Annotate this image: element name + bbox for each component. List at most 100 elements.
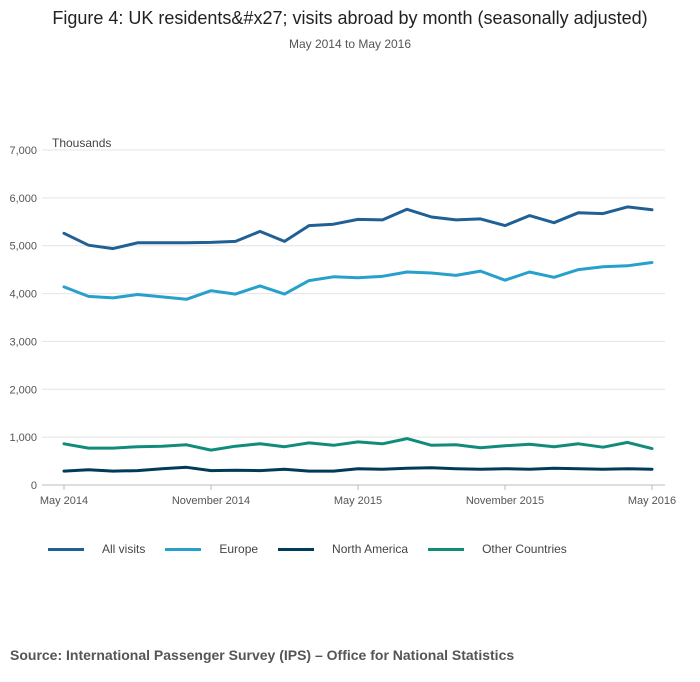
data-point (602, 212, 605, 215)
chart-subtitle: May 2014 to May 2016 (288, 37, 412, 51)
data-point (577, 268, 580, 271)
series-other-countries (62, 437, 654, 452)
data-point (528, 443, 531, 446)
data-point (87, 244, 90, 247)
data-point (63, 470, 66, 473)
data-point (112, 447, 115, 450)
data-point (553, 445, 556, 448)
data-point (283, 468, 286, 471)
legend-item-all-visits[interactable]: All visits (48, 542, 145, 556)
data-point (626, 205, 629, 208)
data-point (332, 470, 335, 473)
data-point (210, 241, 213, 244)
source-note: Source: International Passenger Survey (… (10, 647, 515, 663)
data-point (602, 446, 605, 449)
data-point (136, 293, 139, 296)
data-point (381, 468, 384, 471)
data-point (651, 468, 654, 471)
y-tick-labels: 0 1,000 2,000 3,000 4,000 5,000 6,000 7,000 (9, 145, 37, 492)
data-point (161, 467, 164, 470)
series-all-visits (62, 205, 654, 251)
data-point (381, 275, 384, 278)
data-point (112, 247, 115, 250)
data-point (234, 445, 237, 448)
data-point (136, 445, 139, 448)
data-point (577, 442, 580, 445)
data-point (63, 232, 66, 235)
data-point (577, 211, 580, 214)
y-tick-label: 3,000 (9, 336, 37, 348)
data-point (430, 271, 433, 274)
data-point (63, 442, 66, 445)
data-point (381, 442, 384, 445)
data-point (651, 447, 654, 450)
data-point (259, 469, 262, 472)
y-gridlines (42, 149, 665, 486)
data-point (234, 469, 237, 472)
data-point (406, 208, 409, 211)
data-point (112, 470, 115, 473)
legend-label: All visits (102, 542, 146, 556)
legend-item-other-countries[interactable]: Other Countries (428, 542, 567, 556)
legend-swatch (428, 547, 465, 551)
y-tick-label: 6,000 (9, 193, 37, 205)
x-tick-label: May 2014 (40, 495, 88, 507)
x-tick-label: May 2016 (628, 495, 676, 507)
data-point (357, 440, 360, 443)
legend-swatch (278, 547, 315, 551)
data-point (651, 261, 654, 264)
data-point (455, 274, 458, 277)
series-line-all-visits (62, 205, 654, 251)
data-point (210, 469, 213, 472)
data-point (381, 218, 384, 221)
data-point (185, 241, 188, 244)
data-point (87, 447, 90, 450)
data-point (479, 446, 482, 449)
data-point (308, 224, 311, 227)
legend-swatch (48, 547, 84, 551)
data-point (577, 467, 580, 470)
data-point (332, 444, 335, 447)
data-point (161, 241, 164, 244)
data-point (161, 295, 164, 298)
series-line-north-america (62, 465, 654, 473)
legend-label: Europe (219, 542, 259, 556)
x-tick-label: November 2014 (172, 495, 250, 507)
x-tick-label: May 2015 (334, 495, 382, 507)
data-point (185, 466, 188, 469)
data-point (308, 441, 311, 444)
data-point (553, 221, 556, 224)
legend-item-europe[interactable]: Europe (165, 542, 258, 556)
data-point (357, 276, 360, 279)
data-point (357, 467, 360, 470)
data-point (626, 264, 629, 267)
data-point (455, 467, 458, 470)
legend-item-north-america[interactable]: North America (278, 542, 408, 556)
data-point (283, 240, 286, 243)
y-tick-label: 7,000 (9, 145, 37, 157)
data-point (479, 217, 482, 220)
data-point (259, 284, 262, 287)
data-point (602, 468, 605, 471)
data-point (332, 275, 335, 278)
data-point (528, 214, 531, 217)
data-point (479, 270, 482, 273)
y-tick-label: 2,000 (9, 384, 37, 396)
data-point (626, 441, 629, 444)
data-point (87, 295, 90, 298)
data-point (87, 468, 90, 471)
data-point (528, 468, 531, 471)
series-north-america (62, 465, 654, 473)
legend-label: Other Countries (482, 542, 567, 556)
series-line-other-countries (62, 437, 654, 452)
y-tick-label: 0 (31, 480, 37, 492)
data-point (651, 208, 654, 211)
data-point (332, 223, 335, 226)
data-point (430, 466, 433, 469)
data-point (504, 444, 507, 447)
data-point (528, 271, 531, 274)
data-point (308, 279, 311, 282)
data-point (406, 467, 409, 470)
legend-label: North America (332, 542, 409, 556)
